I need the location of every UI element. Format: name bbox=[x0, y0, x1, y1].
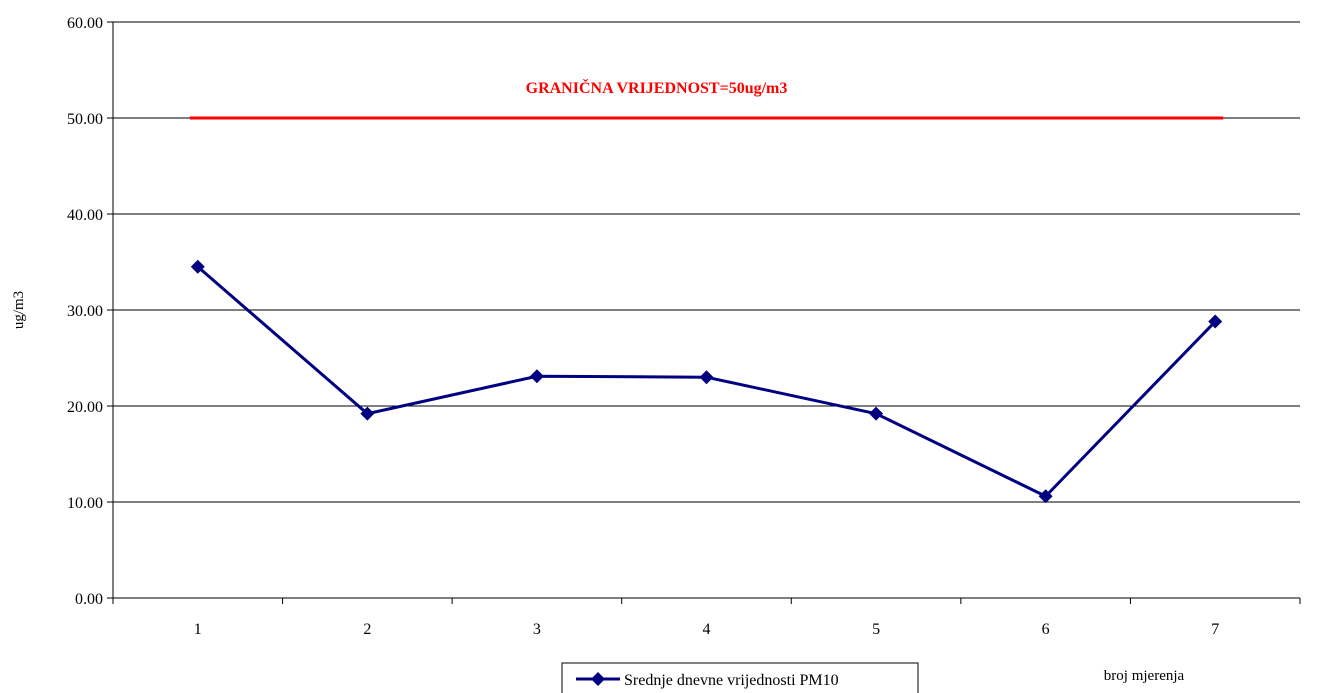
y-axis-title: ug/m3 bbox=[11, 291, 27, 329]
data-point-marker bbox=[699, 370, 714, 385]
y-tick-label: 20.00 bbox=[67, 399, 103, 416]
y-tick-label: 10.00 bbox=[67, 495, 103, 512]
series-group bbox=[190, 259, 1223, 504]
x-tick-label: 1 bbox=[194, 621, 202, 638]
y-tick-label: 40.00 bbox=[67, 207, 103, 224]
axes bbox=[107, 21, 1301, 604]
legend-marker-icon bbox=[591, 672, 605, 686]
x-tick-label: 2 bbox=[363, 621, 371, 638]
data-point-marker bbox=[190, 259, 205, 274]
legend-label: Srednje dnevne vrijednosti PM10 bbox=[624, 672, 839, 689]
y-tick-label: 60.00 bbox=[67, 15, 103, 32]
y-tick-label: 0.00 bbox=[75, 591, 103, 608]
y-tick-label: 30.00 bbox=[67, 303, 103, 320]
x-tick-label: 5 bbox=[872, 621, 880, 638]
data-point-marker bbox=[529, 369, 544, 384]
x-tick-label: 4 bbox=[703, 621, 711, 638]
y-tick-labels: 0.00 10.00 20.00 30.00 40.00 50.00 60.00 bbox=[67, 15, 103, 608]
data-point-marker bbox=[1208, 314, 1223, 329]
x-tick-label: 6 bbox=[1042, 621, 1050, 638]
x-tick-label: 7 bbox=[1211, 621, 1219, 638]
x-tick-labels: 1 2 3 4 5 6 7 bbox=[194, 621, 1219, 638]
data-point-marker bbox=[869, 406, 884, 421]
reference-line-label: GRANIČNA VRIJEDNOST=50ug/m3 bbox=[526, 78, 788, 97]
data-point-marker bbox=[1038, 489, 1053, 504]
legend-box bbox=[561, 662, 919, 693]
data-point-marker bbox=[360, 406, 375, 421]
x-axis-title: broj mjerenja bbox=[1104, 668, 1185, 684]
reference-line-group: GRANIČNA VRIJEDNOST=50ug/m3 bbox=[189, 78, 1224, 120]
y-tick-label: 50.00 bbox=[67, 111, 103, 128]
legend: Srednje dnevne vrijednosti PM10 bbox=[561, 662, 919, 693]
x-tick-label: 3 bbox=[533, 621, 541, 638]
